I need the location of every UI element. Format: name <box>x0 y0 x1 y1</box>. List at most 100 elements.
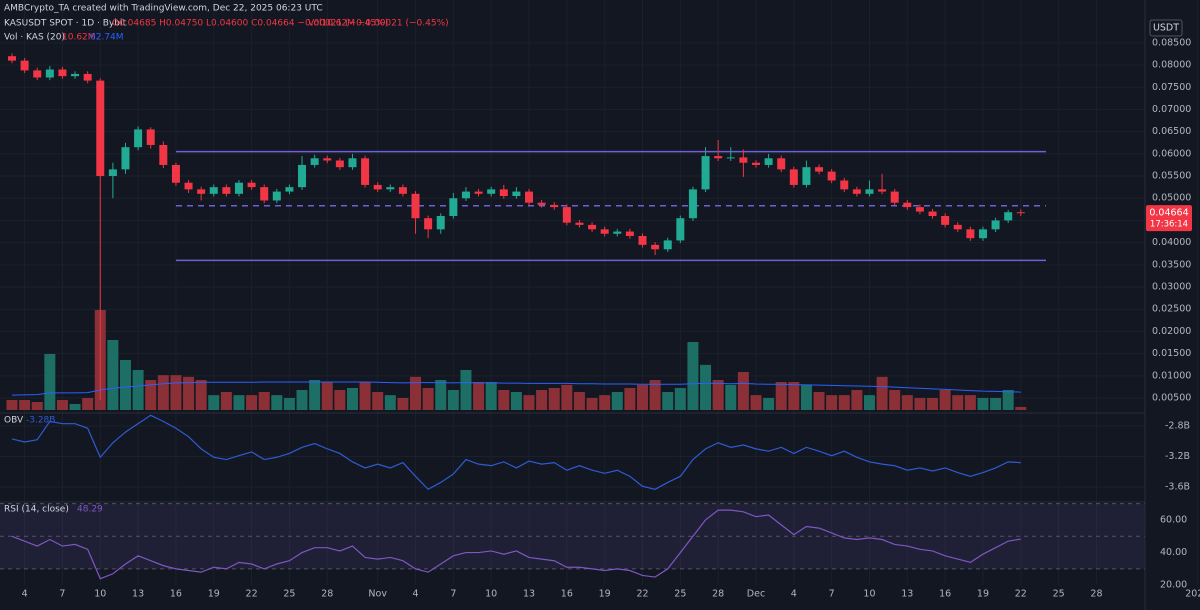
candle-body <box>600 229 609 234</box>
volume-bar <box>107 340 119 410</box>
volume-bar <box>939 390 951 410</box>
candle-body <box>96 80 105 177</box>
candle-body <box>625 231 634 236</box>
volume-bar <box>649 380 661 410</box>
volume-bar <box>914 398 926 410</box>
candle-body <box>209 187 218 194</box>
volume-bar <box>876 376 888 410</box>
candle-body <box>928 211 937 217</box>
candle-body <box>903 202 912 208</box>
volume-bar <box>662 392 674 410</box>
x-tick-label: 22 <box>636 589 648 600</box>
candle-body <box>688 189 697 219</box>
x-tick-label: 19 <box>977 589 989 600</box>
x-tick-label: 10 <box>863 589 875 600</box>
volume-ma-value: 62.74M <box>90 33 124 43</box>
countdown: 17:36:14 <box>1150 220 1188 230</box>
x-tick-label: 13 <box>523 589 535 600</box>
candle-body <box>953 224 962 230</box>
volume-bar <box>637 384 648 410</box>
volume-bar <box>220 392 232 410</box>
y-tick-label: 0.05500 <box>1152 171 1191 182</box>
volume-bar <box>460 370 472 410</box>
currency: USDT <box>1153 23 1179 34</box>
volume-bar <box>384 395 396 410</box>
volume-bar <box>119 360 131 410</box>
volume-bar <box>397 398 409 410</box>
volume-bar <box>977 398 989 410</box>
x-tick-label: 7 <box>59 589 65 600</box>
obv-tick-label: -3.2B <box>1165 451 1190 462</box>
y-tick-label: 0.00500 <box>1152 393 1191 404</box>
volume-bar <box>498 390 510 410</box>
x-tick-label: 10 <box>94 589 106 600</box>
x-tick-label: 28 <box>712 589 724 600</box>
rsi-value: 48.29 <box>77 505 103 515</box>
rsi-tick-label: 20.00 <box>1160 580 1187 591</box>
candle-body <box>424 218 433 230</box>
volume-bar <box>611 392 623 410</box>
volume-bar <box>31 402 43 410</box>
candle-body <box>361 158 370 185</box>
candle-body <box>562 207 571 223</box>
obv-value: -3.28B <box>26 416 55 426</box>
candle-body <box>915 207 924 212</box>
volume-bar <box>283 398 295 410</box>
volume-bar <box>246 395 258 410</box>
y-tick-label: 0.02500 <box>1152 304 1191 315</box>
volume-bar <box>788 382 800 410</box>
y-tick-label: 0.01000 <box>1152 370 1191 381</box>
candle-body <box>134 129 143 148</box>
plot-area <box>0 53 1145 580</box>
y-tick-label: 0.02000 <box>1152 326 1191 337</box>
volume-bar <box>447 390 459 410</box>
volume-bar <box>334 390 346 410</box>
volume-bar <box>258 392 270 410</box>
candle-body <box>171 164 180 183</box>
volume-bar <box>321 382 333 410</box>
y-tick-label: 0.08000 <box>1152 60 1191 71</box>
candle-body <box>751 162 760 165</box>
candle-body <box>449 198 458 217</box>
candle-body <box>121 147 130 170</box>
volume-bar <box>712 380 724 410</box>
volume-bar <box>586 398 598 410</box>
volume-bar <box>889 390 901 410</box>
candle-body <box>550 204 559 208</box>
volume-bar <box>674 388 686 410</box>
volume-bar <box>132 370 144 410</box>
obv-label: OBV <box>4 416 24 426</box>
y-tick-label: 0.05000 <box>1152 193 1191 204</box>
candle-body <box>739 157 748 163</box>
candle-body <box>676 218 685 241</box>
volume-bar <box>725 384 737 410</box>
candle-body <box>512 191 521 197</box>
volume-bar <box>422 388 434 410</box>
candle-body <box>575 222 584 225</box>
x-tick-label: 16 <box>170 589 182 600</box>
candle-body <box>272 191 281 201</box>
currency-box[interactable] <box>1149 19 1183 37</box>
candle-body <box>802 167 811 185</box>
volume-bar <box>157 375 169 410</box>
candle-body <box>1004 212 1013 221</box>
x-tick-label: Dec <box>747 589 765 600</box>
candle-body <box>714 156 723 159</box>
volume-bar <box>863 395 875 410</box>
x-tick-label: 25 <box>1053 589 1065 600</box>
volume-bar <box>813 392 825 410</box>
y-tick-label: 0.07500 <box>1152 82 1191 93</box>
volume-bar <box>233 395 245 410</box>
candle-body <box>323 158 332 161</box>
x-tick-label: 28 <box>321 589 333 600</box>
volume-bar <box>69 404 81 410</box>
rsi-label: RSI (14, close) <box>4 505 69 515</box>
candle-body <box>45 69 54 78</box>
volume-ma-line <box>11 381 1021 396</box>
x-tick-label: 28 <box>1090 589 1102 600</box>
volume-bar <box>901 395 913 410</box>
volume-bar <box>775 382 787 410</box>
x-tick-label: 13 <box>132 589 144 600</box>
symbol: KASUSDT SPOT · 1D · Bybit <box>4 19 126 29</box>
